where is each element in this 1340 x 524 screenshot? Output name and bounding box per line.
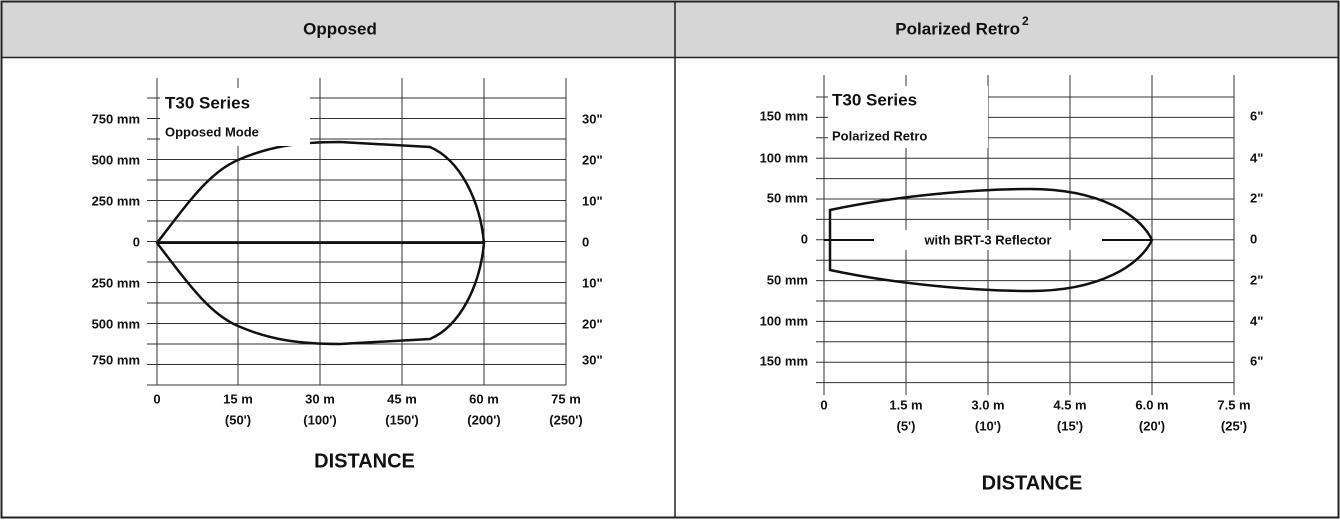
panel-header: Opposed — [303, 19, 377, 38]
x-tick-label: 1.5 m — [889, 397, 922, 412]
x-subtick-label: (10') — [975, 418, 1001, 433]
axis-title: DISTANCE — [314, 450, 415, 472]
reflector-label: with BRT-3 Reflector — [923, 232, 1051, 247]
reflector-box — [874, 230, 1102, 250]
y-tick-label: 150 mm — [760, 353, 808, 368]
y-tick-label: 500 mm — [92, 152, 140, 167]
series-label: T30 Series — [165, 93, 250, 112]
y2-tick-label: 4" — [1250, 313, 1263, 328]
x-tick-label: 30 m — [305, 391, 335, 406]
axis-title: DISTANCE — [982, 472, 1083, 494]
x-subtick-label: (100') — [303, 412, 336, 427]
y2-tick-label: 20" — [582, 316, 603, 331]
series-label: T30 Series — [832, 90, 917, 109]
header-band — [2, 2, 1338, 58]
y2-tick-label: 4" — [1250, 150, 1263, 165]
header-footnote: 2 — [1022, 14, 1029, 28]
x-tick-label: 60 m — [469, 391, 499, 406]
y-tick-label: 50 mm — [767, 190, 808, 205]
label-box — [160, 88, 310, 146]
panel-header: Polarized Retro — [895, 19, 1020, 38]
x-tick-label: 75 m — [551, 391, 581, 406]
x-subtick-label: (50') — [225, 412, 251, 427]
y2-tick-label: 0 — [582, 234, 589, 249]
mode-label: Opposed Mode — [165, 124, 259, 139]
y2-tick-label: 6" — [1250, 108, 1263, 123]
y-tick-label: 100 mm — [760, 150, 808, 165]
y-tick-label: 250 mm — [92, 193, 140, 208]
beam-pattern — [155, 140, 486, 346]
x-tick-label: 0 — [153, 391, 160, 406]
y2-tick-label: 10" — [582, 275, 603, 290]
y2-tick-label: 2" — [1250, 190, 1263, 205]
y-tick-label: 750 mm — [92, 111, 140, 126]
y2-tick-label: 6" — [1250, 353, 1263, 368]
mode-label: Polarized Retro — [832, 128, 927, 143]
y2-tick-label: 20" — [582, 152, 603, 167]
y-tick-label: 150 mm — [760, 108, 808, 123]
x-tick-label: 3.0 m — [971, 397, 1004, 412]
x-subtick-label: (5') — [897, 418, 916, 433]
label-box — [828, 86, 988, 148]
x-subtick-label: (150') — [385, 412, 418, 427]
x-tick-label: 0 — [820, 397, 827, 412]
x-subtick-label: (200') — [467, 412, 500, 427]
x-subtick-label: (20') — [1139, 418, 1165, 433]
x-subtick-label: (25') — [1221, 418, 1247, 433]
y-tick-label: 0 — [133, 234, 140, 249]
x-tick-label: 45 m — [387, 391, 417, 406]
y2-tick-label: 2" — [1250, 272, 1263, 287]
y2-tick-label: 30" — [582, 352, 603, 367]
y-tick-label: 100 mm — [760, 313, 808, 328]
x-subtick-label: (15') — [1057, 418, 1083, 433]
x-tick-label: 7.5 m — [1217, 397, 1250, 412]
y-tick-label: 500 mm — [92, 316, 140, 331]
x-subtick-label: (250') — [549, 412, 582, 427]
y2-tick-label: 0 — [1250, 231, 1257, 246]
y-tick-label: 750 mm — [92, 352, 140, 367]
y2-tick-label: 10" — [582, 193, 603, 208]
y-tick-label: 50 mm — [767, 272, 808, 287]
x-tick-label: 6.0 m — [1135, 397, 1168, 412]
x-tick-label: 15 m — [223, 391, 253, 406]
y-tick-label: 0 — [801, 231, 808, 246]
x-tick-label: 4.5 m — [1053, 397, 1086, 412]
y2-tick-label: 30" — [582, 111, 603, 126]
y-tick-label: 250 mm — [92, 275, 140, 290]
beam-pattern — [828, 187, 1154, 293]
